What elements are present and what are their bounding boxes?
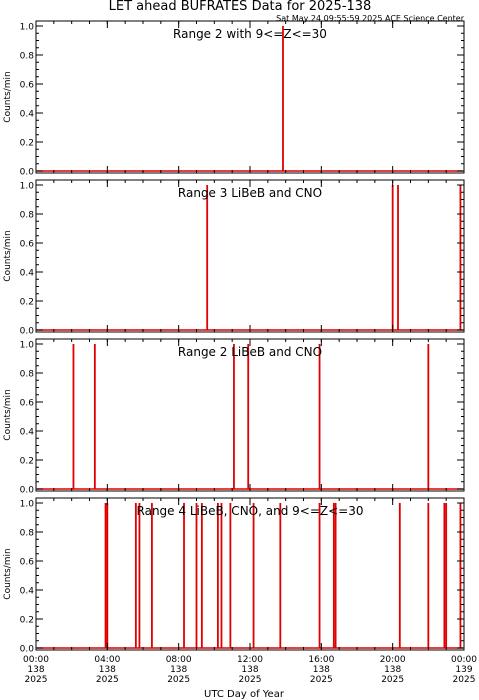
y-axis-label: Counts/min bbox=[3, 548, 13, 599]
x-tick-label-year: 2025 bbox=[310, 675, 333, 685]
panel-label: Range 2 LiBeB and CNO bbox=[178, 345, 322, 359]
x-tick-label-time: 16:00 bbox=[308, 655, 334, 665]
panel-label: Range 2 with 9<=Z<=30 bbox=[173, 27, 327, 41]
panel-3: 0.0 0.2 0.4 0.6 0.8 1.0 Counts/min Range 2 LiBe… bbox=[3, 338, 465, 496]
x-tick-label-doy: 138 bbox=[27, 665, 44, 675]
panel-frame bbox=[35, 338, 465, 492]
panel-label: Range 3 LiBeB and CNO bbox=[178, 186, 322, 200]
y-tick-label: 0.6 bbox=[20, 240, 35, 250]
y-tick-label: 0.6 bbox=[20, 558, 35, 568]
y-tick-label: 0.6 bbox=[20, 81, 35, 91]
y-tick-label: 1.0 bbox=[20, 500, 35, 510]
panel-2: 0.0 0.2 0.4 0.6 0.8 1.0 Counts/min Range 3 LiBe… bbox=[3, 179, 465, 337]
x-tick-label-time: 20:00 bbox=[380, 655, 406, 665]
chart-title: LET ahead BUFRATES Data for 2025-138 bbox=[109, 0, 372, 14]
x-tick-label-doy: 139 bbox=[455, 665, 472, 675]
y-tick-label: 0.8 bbox=[20, 370, 35, 380]
x-tick-label-time: 00:00 bbox=[451, 655, 477, 665]
x-tick-label-year: 2025 bbox=[167, 675, 190, 685]
x-axis: 00:00138202504:00138202508:00138202512:0… bbox=[23, 655, 477, 685]
y-tick-label: 0.0 bbox=[20, 327, 35, 337]
panel-frame bbox=[35, 179, 465, 333]
y-tick-label: 0.2 bbox=[20, 457, 34, 467]
y-tick-label: 0.6 bbox=[20, 399, 35, 409]
y-axis-label: Counts/min bbox=[3, 230, 13, 281]
x-tick-label-doy: 138 bbox=[241, 665, 258, 675]
y-tick-label: 0.2 bbox=[20, 616, 34, 626]
x-tick-label-year: 2025 bbox=[96, 675, 119, 685]
panel-frame bbox=[35, 20, 465, 174]
x-tick-label-year: 2025 bbox=[25, 675, 48, 685]
x-tick-label-doy: 138 bbox=[99, 665, 116, 675]
y-tick-label: 0.0 bbox=[20, 168, 35, 178]
y-tick-label: 1.0 bbox=[20, 341, 35, 351]
timestamp: Sat May 24 09:55:59 2025 ACE Science Cen… bbox=[276, 14, 465, 23]
x-tick-label-year: 2025 bbox=[239, 675, 262, 685]
y-tick-label: 0.8 bbox=[20, 211, 35, 221]
x-tick-label-time: 12:00 bbox=[237, 655, 263, 665]
y-tick-label: 0.0 bbox=[20, 645, 35, 655]
panel-label: Range 4 LiBeB, CNO, and 9<=Z<=30 bbox=[137, 504, 364, 518]
x-tick-label-doy: 138 bbox=[170, 665, 187, 675]
x-tick-label-time: 00:00 bbox=[23, 655, 49, 665]
x-axis-label: UTC Day of Year bbox=[204, 689, 285, 700]
y-tick-label: 0.2 bbox=[20, 139, 34, 149]
y-axis-label: Counts/min bbox=[3, 389, 13, 440]
x-tick-label-year: 2025 bbox=[381, 675, 404, 685]
y-tick-label: 0.4 bbox=[20, 587, 35, 597]
panels: 0.0 0.2 0.4 0.6 0.8 1.0 Counts/min Range 2 with… bbox=[3, 20, 465, 655]
y-axis-label: Counts/min bbox=[3, 71, 13, 122]
panel-4: 0.0 0.2 0.4 0.6 0.8 1.0 Counts/min Range 4 LiBe… bbox=[3, 497, 465, 655]
x-tick-label-time: 04:00 bbox=[94, 655, 120, 665]
y-tick-label: 0.2 bbox=[20, 298, 34, 308]
y-tick-label: 0.4 bbox=[20, 110, 35, 120]
y-tick-label: 0.0 bbox=[20, 486, 35, 496]
y-tick-label: 0.4 bbox=[20, 269, 35, 279]
y-tick-label: 0.4 bbox=[20, 428, 35, 438]
x-tick-label-doy: 138 bbox=[384, 665, 401, 675]
y-tick-label: 1.0 bbox=[20, 23, 35, 33]
y-tick-label: 0.8 bbox=[20, 529, 35, 539]
panel-1: 0.0 0.2 0.4 0.6 0.8 1.0 Counts/min Range 2 with… bbox=[3, 20, 465, 178]
y-tick-label: 0.8 bbox=[20, 52, 35, 62]
y-tick-label: 1.0 bbox=[20, 182, 35, 192]
x-tick-label-time: 08:00 bbox=[166, 655, 192, 665]
x-tick-label-doy: 138 bbox=[313, 665, 330, 675]
x-tick-label-year: 2025 bbox=[453, 675, 476, 685]
